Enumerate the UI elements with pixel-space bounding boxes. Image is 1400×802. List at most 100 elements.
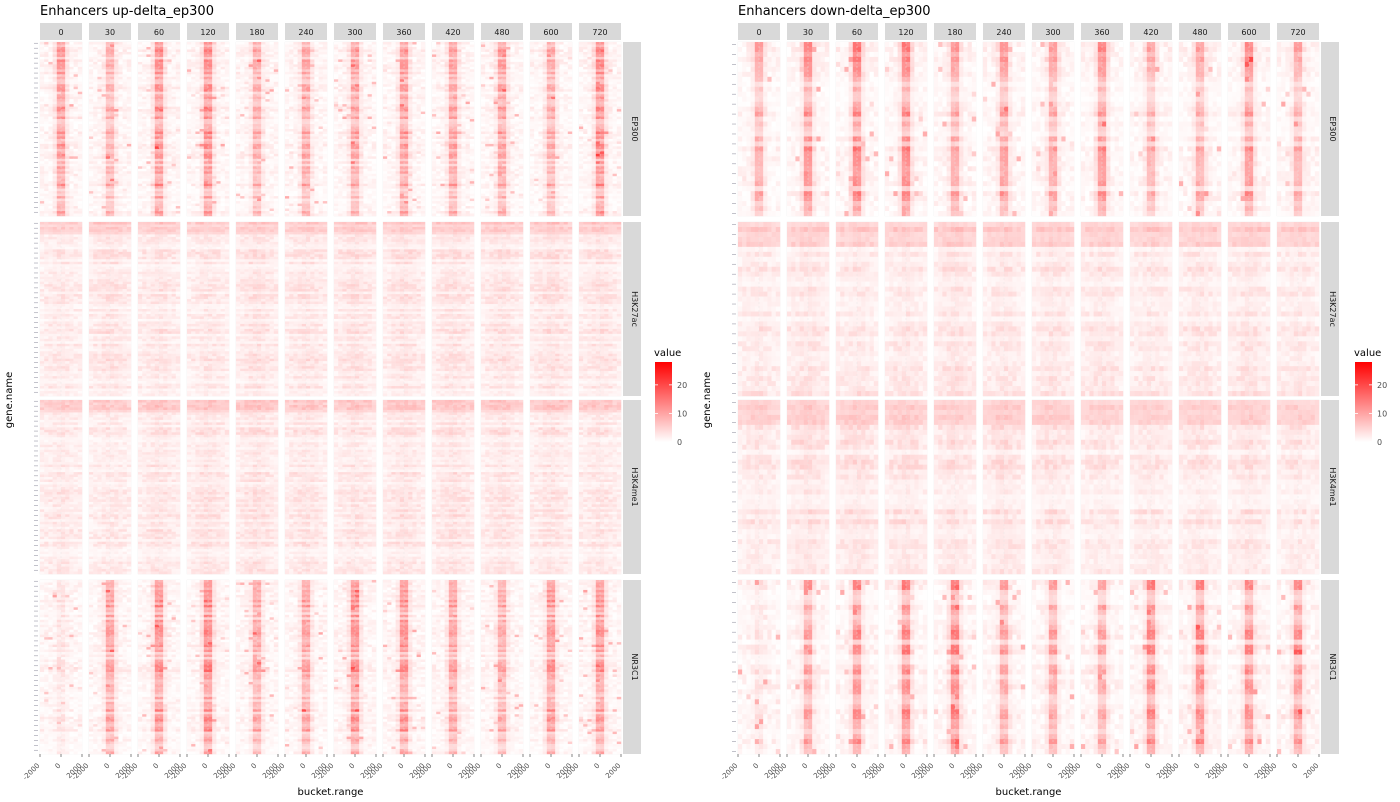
- heatmap-cell: [176, 204, 180, 207]
- heatmap-cell: [187, 199, 191, 202]
- heatmap-cell: [40, 174, 44, 177]
- heatmap-cell: [221, 64, 225, 67]
- heatmap-cell: [89, 201, 93, 204]
- heatmap-cell: [142, 136, 146, 139]
- heatmap-cell: [78, 74, 82, 77]
- heatmap-cell: [78, 181, 82, 184]
- heatmap-cell: [61, 176, 65, 179]
- heatmap-cell: [74, 141, 78, 144]
- heatmap-cell: [138, 134, 142, 137]
- heatmap-cell: [78, 64, 82, 67]
- heatmap-cell: [65, 62, 69, 65]
- heatmap-cell: [48, 87, 52, 90]
- heatmap-cell: [208, 146, 212, 149]
- heatmap-cell: [138, 209, 142, 212]
- heatmap-cell: [151, 206, 155, 209]
- heatmap-cell: [191, 107, 195, 110]
- heatmap-cell: [204, 42, 208, 45]
- heatmap-cell: [225, 112, 229, 115]
- heatmap-cell: [110, 64, 114, 67]
- heatmap-cell: [44, 189, 48, 192]
- heatmap-cell: [102, 57, 106, 60]
- heatmap-cell: [167, 139, 171, 142]
- heatmap-cell: [127, 44, 131, 47]
- heatmap-cell: [176, 214, 180, 217]
- heatmap-cell: [102, 204, 106, 207]
- heatmap-cell: [69, 211, 73, 214]
- heatmap-cell: [123, 94, 127, 97]
- heatmap-cell: [191, 122, 195, 125]
- heatmap-cell: [200, 186, 204, 189]
- heatmap-cell: [172, 159, 176, 162]
- col-strip-label: 240: [298, 28, 313, 37]
- heatmap-cell: [159, 211, 163, 214]
- heatmap-cell: [114, 206, 118, 209]
- heatmap-cell: [191, 92, 195, 95]
- heatmap-cell: [114, 94, 118, 97]
- heatmap-cell: [142, 117, 146, 120]
- heatmap-cell: [221, 54, 225, 57]
- heatmap-cell: [151, 214, 155, 217]
- heatmap-cell: [89, 176, 93, 179]
- heatmap-cell: [65, 169, 69, 172]
- heatmap-cell: [123, 129, 127, 132]
- heatmap-cell: [216, 146, 220, 149]
- heatmap-cell: [118, 112, 122, 115]
- heatmap-cell: [195, 67, 199, 70]
- heatmap-cell: [163, 181, 167, 184]
- heatmap-cell: [221, 57, 225, 60]
- heatmap-cell: [138, 139, 142, 142]
- heatmap-cell: [123, 161, 127, 164]
- heatmap-cell: [106, 204, 110, 207]
- heatmap-cell: [204, 129, 208, 132]
- heatmap-cell: [69, 159, 73, 162]
- heatmap-cell: [123, 72, 127, 75]
- heatmap-cell: [118, 139, 122, 142]
- heatmap-cell: [89, 184, 93, 187]
- heatmap-cell: [187, 114, 191, 117]
- heatmap-cell: [53, 102, 57, 105]
- heatmap-cell: [208, 87, 212, 90]
- heatmap-cell: [221, 139, 225, 142]
- heatmap-cell: [97, 189, 101, 192]
- heatmap-cell: [216, 149, 220, 152]
- heatmap-cell: [225, 117, 229, 120]
- heatmap-cell: [48, 196, 52, 199]
- heatmap-cell: [172, 59, 176, 62]
- heatmap-cell: [216, 97, 220, 100]
- heatmap-cell: [114, 42, 118, 45]
- heatmap-cell: [176, 171, 180, 174]
- heatmap-cell: [221, 169, 225, 172]
- heatmap-cell: [114, 174, 118, 177]
- heatmap-cell: [74, 104, 78, 107]
- heatmap-cell: [123, 194, 127, 197]
- heatmap-cell: [172, 146, 176, 149]
- heatmap-cell: [127, 92, 131, 95]
- heatmap-cell: [200, 139, 204, 142]
- heatmap-cell: [200, 94, 204, 97]
- heatmap-cell: [118, 131, 122, 134]
- heatmap-cell: [142, 67, 146, 70]
- heatmap-cell: [176, 156, 180, 159]
- heatmap-cell: [69, 109, 73, 112]
- heatmap-cell: [69, 52, 73, 55]
- heatmap-cell: [163, 69, 167, 72]
- heatmap-cell: [110, 196, 114, 199]
- heatmap-cell: [74, 127, 78, 130]
- heatmap-cell: [208, 171, 212, 174]
- heatmap-cell: [57, 119, 61, 122]
- heatmap-cell: [208, 176, 212, 179]
- heatmap-cell: [44, 176, 48, 179]
- heatmap-cell: [163, 141, 167, 144]
- heatmap-cell: [167, 186, 171, 189]
- heatmap-cell: [102, 159, 106, 162]
- heatmap-cell: [53, 124, 57, 127]
- heatmap-cell: [146, 67, 150, 70]
- heatmap-cell: [57, 171, 61, 174]
- heatmap-cell: [142, 84, 146, 87]
- heatmap-cell: [187, 144, 191, 147]
- heatmap-cell: [57, 186, 61, 189]
- heatmap-cell: [48, 127, 52, 130]
- heatmap-cell: [167, 189, 171, 192]
- heatmap-cell: [48, 184, 52, 187]
